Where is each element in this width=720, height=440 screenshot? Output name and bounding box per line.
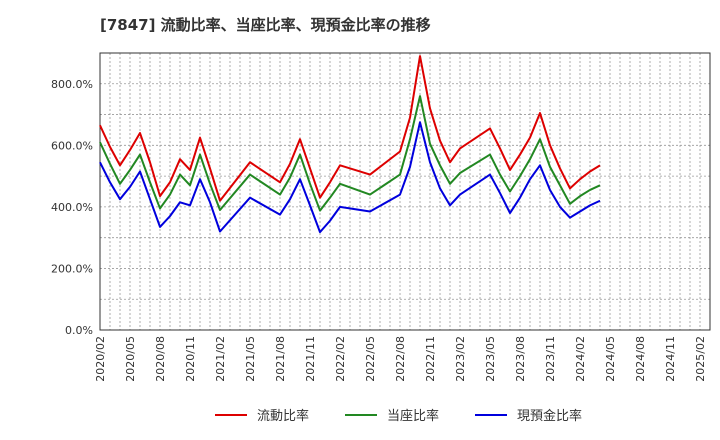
x-tick-label: 2022/08 [394, 336, 407, 382]
x-tick-label: 2025/02 [694, 336, 707, 382]
legend-label: 現預金比率 [517, 408, 582, 424]
x-axis-ticks: 2020/02 2020/05 2020/08 2020/11 2021/02 2021/… [94, 336, 707, 382]
x-tick-label: 2024/02 [574, 336, 587, 382]
grid-layer [100, 53, 710, 330]
legend-item-3: 現預金比率 [475, 408, 582, 424]
plot-frame [99, 52, 711, 331]
y-tick-label: 600.0% [51, 139, 93, 152]
x-tick-label: 2020/11 [184, 336, 197, 382]
x-tick-label: 2022/05 [364, 336, 377, 382]
x-tick-label: 2020/02 [94, 336, 107, 382]
legend: 流動比率 当座比率 現預金比率 [215, 408, 582, 424]
x-tick-label: 2021/02 [214, 336, 227, 382]
x-tick-label: 2020/05 [124, 336, 137, 382]
y-axis-ticks: 0.0% 200.0% 400.0% 600.0% 800.0% [51, 78, 93, 337]
y-tick-label: 200.0% [51, 262, 93, 275]
series-line-2 [99, 95, 601, 212]
x-tick-label: 2023/05 [484, 336, 497, 382]
legend-item-2: 当座比率 [345, 408, 439, 424]
x-tick-label: 2023/02 [454, 336, 467, 382]
series-line-3 [99, 121, 601, 234]
x-tick-label: 2021/11 [304, 336, 317, 382]
x-tick-label: 2022/02 [334, 336, 347, 382]
x-tick-label: 2021/08 [274, 336, 287, 382]
y-tick-label: 0.0% [65, 324, 93, 337]
x-tick-label: 2024/05 [604, 336, 617, 382]
x-tick-label: 2024/08 [634, 336, 647, 382]
legend-label: 当座比率 [387, 408, 439, 424]
x-tick-label: 2021/05 [244, 336, 257, 382]
legend-label: 流動比率 [257, 408, 309, 424]
y-tick-label: 800.0% [51, 78, 93, 91]
x-tick-label: 2020/08 [154, 336, 167, 382]
series-layer [99, 55, 601, 234]
chart-title: [7847] 流動比率、当座比率、現預金比率の推移 [100, 16, 431, 34]
y-tick-label: 400.0% [51, 201, 93, 214]
series-line-1 [99, 55, 601, 202]
x-tick-label: 2024/11 [664, 336, 677, 382]
x-tick-label: 2022/11 [424, 336, 437, 382]
x-tick-label: 2023/08 [514, 336, 527, 382]
x-tick-label: 2023/11 [544, 336, 557, 382]
legend-item-1: 流動比率 [215, 408, 309, 424]
